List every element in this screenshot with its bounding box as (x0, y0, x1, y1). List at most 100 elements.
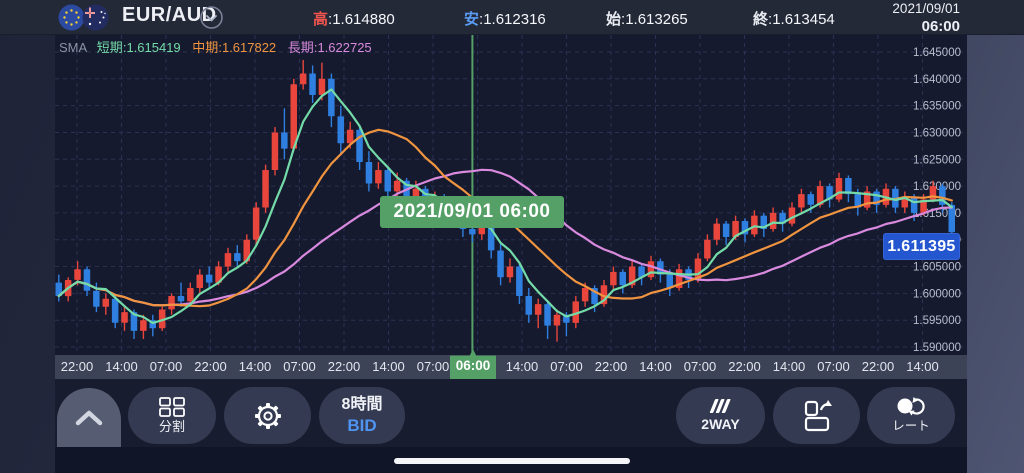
stat-low: 安:1.612316 (464, 11, 546, 28)
candle-body (337, 116, 344, 144)
candle-body (224, 253, 232, 267)
time-axis: 06:00 22:00 14:00 07:00 22:00 14:00 07:00 22:0… (55, 349, 967, 379)
sma-line (57, 88, 953, 324)
candle-body (130, 312, 138, 331)
candle-body (506, 266, 514, 278)
candle-body (83, 269, 91, 291)
split-view-button[interactable]: 分割 (128, 387, 216, 444)
time-label: 14:00 (505, 359, 539, 374)
candle-body (553, 314, 561, 326)
candle-body (290, 84, 297, 149)
candle-body (309, 73, 316, 95)
price-axis-label: 1.630000 (913, 128, 961, 140)
candle-body (168, 296, 175, 310)
candle-body (55, 282, 62, 296)
candle-body (807, 194, 814, 205)
timeframe-bid-button[interactable]: 8時間 BID (319, 387, 405, 444)
candle-body (318, 78, 326, 95)
settings-button[interactable] (224, 387, 311, 444)
price-axis-label: 1.600000 (913, 288, 961, 300)
time-label: 14:00 (238, 359, 272, 374)
time-label: 07:00 (416, 359, 450, 374)
pair-title: EUR/AUD (122, 4, 217, 26)
candle-body (74, 269, 81, 280)
candle-body (93, 290, 100, 307)
candle-body (346, 129, 354, 144)
candle-body (375, 170, 382, 184)
candlestick-chart[interactable]: SMA 短期:1.615419 中期:1.617822 長期:1.622725 … (55, 35, 967, 355)
candle-body (158, 309, 166, 329)
candle-body (281, 132, 288, 149)
rotate-screen-icon (804, 399, 832, 431)
candle-body (243, 239, 250, 262)
sma-label: SMA (59, 40, 88, 55)
time-label: 22:00 (861, 359, 895, 374)
rotate-layout-button[interactable] (773, 387, 860, 444)
grid-split-icon (159, 396, 185, 417)
candle-body (948, 204, 955, 233)
twoway-stripes-icon (709, 399, 730, 414)
candle-body (365, 162, 373, 184)
candle-body (638, 266, 645, 278)
candle-body (534, 304, 542, 315)
chevron-up-icon (75, 410, 103, 425)
current-price-tag: 1.611395 (883, 233, 960, 261)
price-axis-label: 1.645000 (913, 47, 961, 59)
time-label: 07:00 (283, 359, 316, 374)
candle-body (102, 298, 109, 307)
price-axis-label: 1.635000 (913, 101, 961, 113)
candle-body (544, 304, 551, 326)
time-label: 07:00 (550, 359, 583, 374)
header-datetime: 2021/09/01 06:00 (892, 1, 960, 35)
time-label: 14:00 (105, 359, 138, 374)
candle-body (187, 288, 194, 302)
candle-body (854, 194, 861, 208)
candle-body (205, 274, 213, 283)
candle-body (722, 223, 730, 237)
collapse-toolbar-button[interactable] (57, 388, 121, 447)
price-axis-label: 1.590000 (913, 342, 961, 354)
time-label: 07:00 (817, 359, 850, 374)
candle-body (910, 196, 918, 213)
candle-body (713, 223, 720, 240)
sma-line (57, 168, 953, 307)
time-label: 14:00 (772, 359, 806, 374)
candle-body (619, 271, 626, 286)
rate-view-button[interactable]: レート (867, 387, 955, 444)
sma-long-legend: 長期:1.622725 (287, 40, 372, 55)
chart-plot-area[interactable]: 1.645000 1.640000 1.635000 1.630000 1.625000… (55, 35, 967, 355)
time-label: 14:00 (639, 359, 672, 374)
candle-body (497, 250, 504, 278)
cursor-datetime-tag: 2021/09/01 06:00 (380, 196, 564, 228)
sma-short-legend: 短期:1.615419 (96, 40, 181, 55)
twoway-button[interactable]: 2WAY (676, 387, 765, 444)
candle-body (215, 266, 222, 283)
candle-body (732, 221, 739, 238)
candle-body (177, 296, 185, 302)
candle-body (140, 320, 147, 331)
candle-body (299, 73, 307, 85)
candle-body (328, 78, 335, 117)
candle-body (196, 274, 203, 288)
price-axis-label: 1.625000 (913, 154, 961, 166)
home-indicator[interactable] (394, 458, 630, 464)
candle-body (647, 261, 655, 278)
eur-flag-icon (58, 4, 85, 31)
pair-selector-chevron-down-icon[interactable] (200, 6, 223, 29)
stat-high: 高:1.614880 (313, 11, 395, 28)
candle-body (769, 212, 777, 229)
candle-body (252, 207, 260, 240)
candle-body (816, 186, 824, 205)
candle-body (393, 180, 401, 192)
candle-body (384, 170, 391, 192)
candle-body (704, 239, 711, 259)
time-label: 22:00 (60, 359, 94, 374)
time-label: 22:00 (194, 359, 227, 374)
aud-flag-icon (82, 4, 109, 31)
candle-body (262, 170, 269, 208)
candle-body (845, 178, 852, 195)
time-label: 22:00 (728, 359, 761, 374)
candle-body (751, 215, 758, 235)
bottom-toolbar: 分割 8時間 BID 2WAY (55, 379, 967, 447)
candle-body (234, 253, 241, 262)
